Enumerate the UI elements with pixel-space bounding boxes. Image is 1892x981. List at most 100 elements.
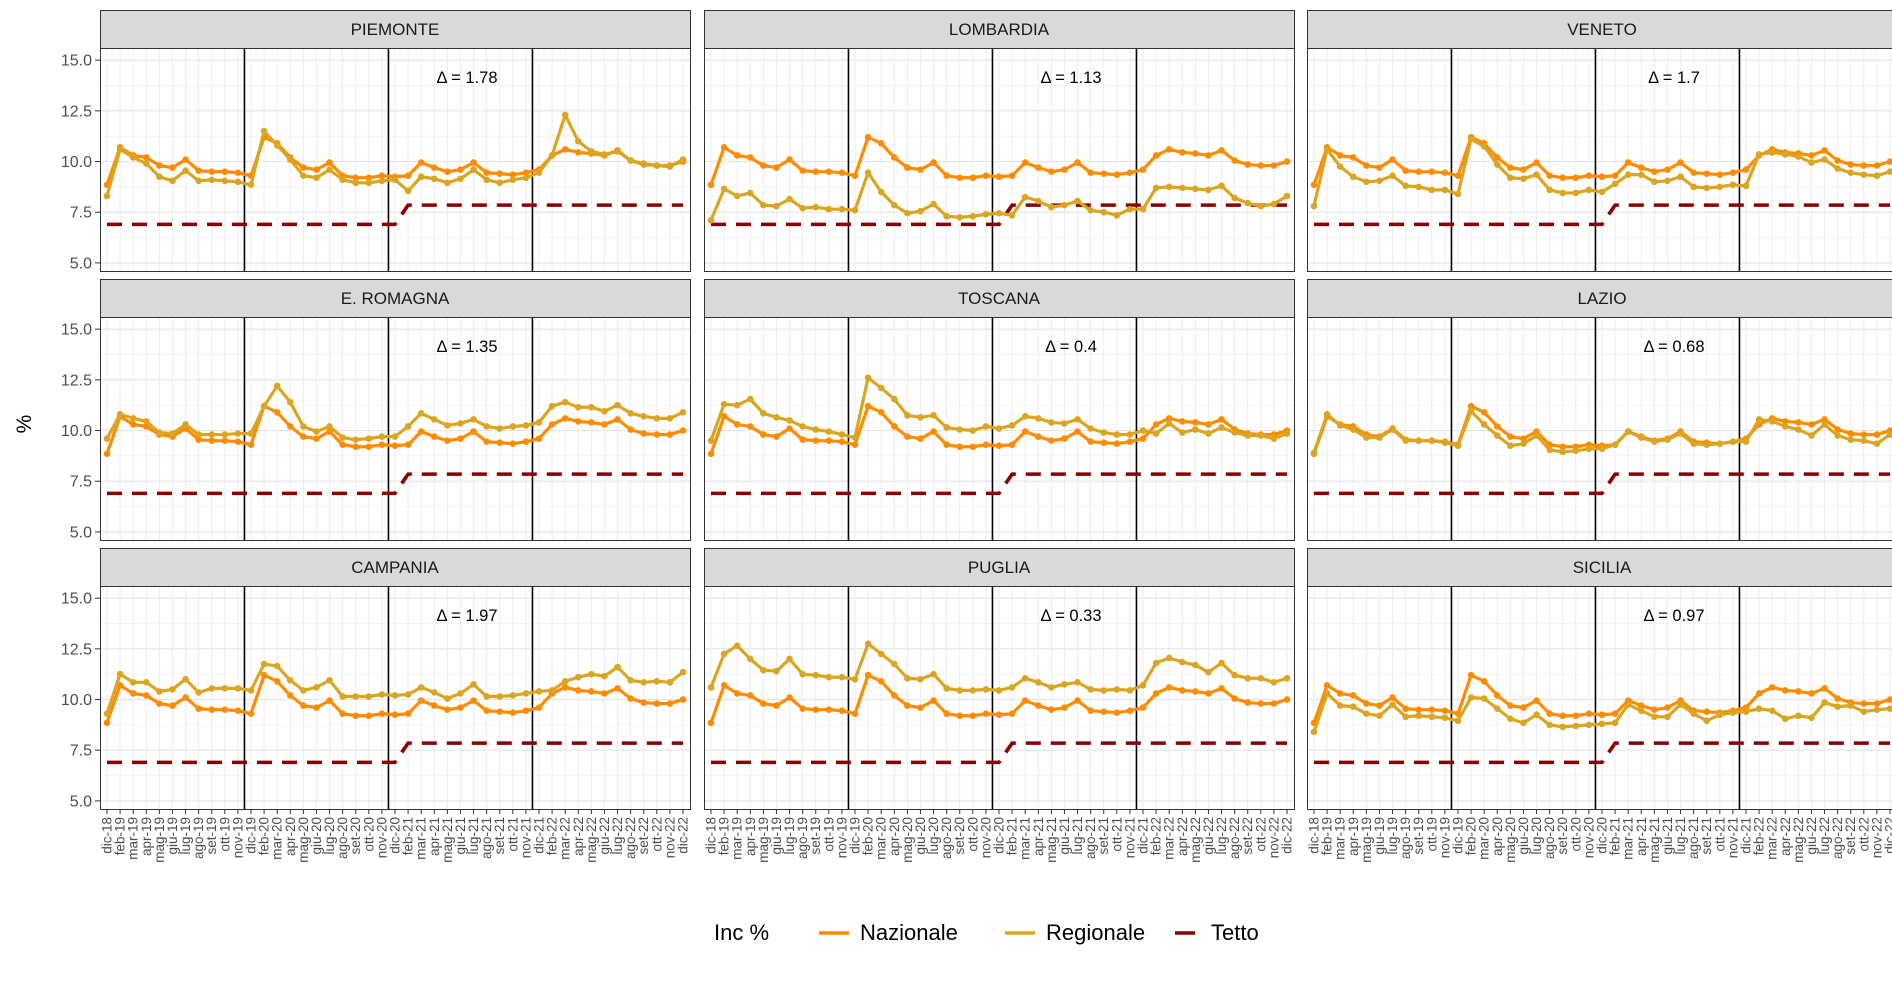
x-tick-label: set-19 xyxy=(1411,817,1426,855)
legend-label-tetto: Tetto xyxy=(1211,920,1259,945)
legend-label-regionale: Regionale xyxy=(1046,920,1145,945)
point-regionale xyxy=(1677,430,1684,437)
point-regionale xyxy=(614,663,621,671)
point-nazionale xyxy=(1257,700,1265,707)
point-regionale xyxy=(1480,421,1488,428)
point-nazionale xyxy=(208,706,216,713)
point-regionale xyxy=(1349,426,1357,433)
point-nazionale xyxy=(1651,168,1658,175)
point-nazionale xyxy=(1402,167,1409,174)
point-regionale xyxy=(1192,426,1199,433)
point-regionale xyxy=(1821,156,1828,163)
point-regionale xyxy=(417,409,425,417)
point-regionale xyxy=(1349,703,1357,710)
point-regionale xyxy=(1886,431,1892,438)
point-nazionale xyxy=(548,421,556,428)
point-regionale xyxy=(1257,674,1265,682)
point-regionale xyxy=(760,201,767,209)
point-regionale xyxy=(760,409,767,417)
point-nazionale xyxy=(956,712,964,720)
x-tick-label: ott-19 xyxy=(217,817,232,852)
point-regionale xyxy=(1074,416,1081,423)
point-regionale xyxy=(1310,202,1318,210)
x-tick-label: mag-19 xyxy=(756,817,771,863)
point-regionale xyxy=(1376,177,1383,185)
point-nazionale xyxy=(1061,166,1068,173)
point-regionale xyxy=(1415,437,1423,444)
point-regionale xyxy=(614,401,621,409)
point-regionale xyxy=(1768,707,1776,714)
point-nazionale xyxy=(1821,685,1828,692)
point-nazionale xyxy=(995,711,1003,719)
point-nazionale xyxy=(640,699,648,706)
point-regionale xyxy=(1795,153,1802,160)
point-nazionale xyxy=(326,697,333,704)
point-nazionale xyxy=(195,167,202,174)
point-regionale xyxy=(1087,425,1094,432)
point-regionale xyxy=(378,177,386,185)
point-nazionale xyxy=(666,431,674,438)
point-nazionale xyxy=(917,166,924,173)
point-regionale xyxy=(1270,435,1278,442)
point-regionale xyxy=(1008,422,1016,429)
facet-panel-lombardia: LOMBARDIA Δ = 1.13 xyxy=(704,10,1295,272)
point-regionale xyxy=(286,676,294,684)
point-nazionale xyxy=(444,168,451,175)
point-nazionale xyxy=(773,702,780,709)
point-nazionale xyxy=(995,442,1003,450)
point-regionale xyxy=(733,642,741,650)
y-tick-label: 5.0 xyxy=(70,793,92,810)
point-nazionale xyxy=(1231,157,1238,164)
point-regionale xyxy=(1100,429,1108,436)
x-tick-label: ott-22 xyxy=(1856,817,1871,852)
point-nazionale xyxy=(1100,708,1108,715)
point-nazionale xyxy=(391,711,399,719)
point-regionale xyxy=(930,412,937,419)
point-nazionale xyxy=(444,437,451,444)
x-tick-label: dic-20 xyxy=(992,817,1007,854)
point-regionale xyxy=(444,179,451,187)
x-tick-label: giu-22 xyxy=(1201,817,1216,855)
point-nazionale xyxy=(352,712,360,720)
point-regionale xyxy=(1847,169,1855,176)
x-tick-label: mar-21 xyxy=(414,817,429,860)
point-nazionale xyxy=(943,710,950,718)
point-nazionale xyxy=(1363,700,1370,707)
point-regionale xyxy=(1860,171,1868,179)
point-regionale xyxy=(1126,205,1134,213)
point-nazionale xyxy=(930,428,937,435)
point-nazionale xyxy=(378,710,386,718)
point-nazionale xyxy=(1218,685,1225,692)
x-tick-label: lug-19 xyxy=(1385,817,1400,855)
x-tick-label: giu-22 xyxy=(1804,817,1819,855)
facet-strip-label: PIEMONTE xyxy=(351,20,440,39)
point-nazionale xyxy=(300,702,307,709)
x-tick-label: mag-22 xyxy=(584,817,599,863)
x-tick-label: set-19 xyxy=(204,817,219,855)
point-nazionale xyxy=(483,169,490,176)
facet-strip xyxy=(100,10,691,49)
x-tick-label: ott-20 xyxy=(965,817,980,852)
point-regionale xyxy=(838,673,846,681)
x-tick-label: set-19 xyxy=(808,817,823,855)
x-tick-label: feb-21 xyxy=(1005,817,1020,855)
y-tick-label: 10.0 xyxy=(61,692,92,709)
point-nazionale xyxy=(169,702,176,709)
point-nazionale xyxy=(1139,435,1147,442)
point-nazionale xyxy=(1113,709,1121,717)
x-tick-label: ago-21 xyxy=(1083,817,1098,859)
point-regionale xyxy=(300,423,307,430)
y-tick-label: 15.0 xyxy=(61,591,92,608)
point-regionale xyxy=(483,423,490,430)
point-regionale xyxy=(1572,447,1580,455)
point-regionale xyxy=(1781,715,1789,723)
point-nazionale xyxy=(1520,166,1527,173)
point-nazionale xyxy=(1886,158,1892,165)
y-tick-label: 7.5 xyxy=(70,205,92,222)
point-regionale xyxy=(1572,722,1580,730)
point-regionale xyxy=(627,157,634,164)
facet-strip-label: VENETO xyxy=(1567,20,1637,39)
point-nazionale xyxy=(1270,162,1278,169)
delta-annotation: Δ = 1.35 xyxy=(436,338,497,356)
point-regionale xyxy=(746,189,754,197)
